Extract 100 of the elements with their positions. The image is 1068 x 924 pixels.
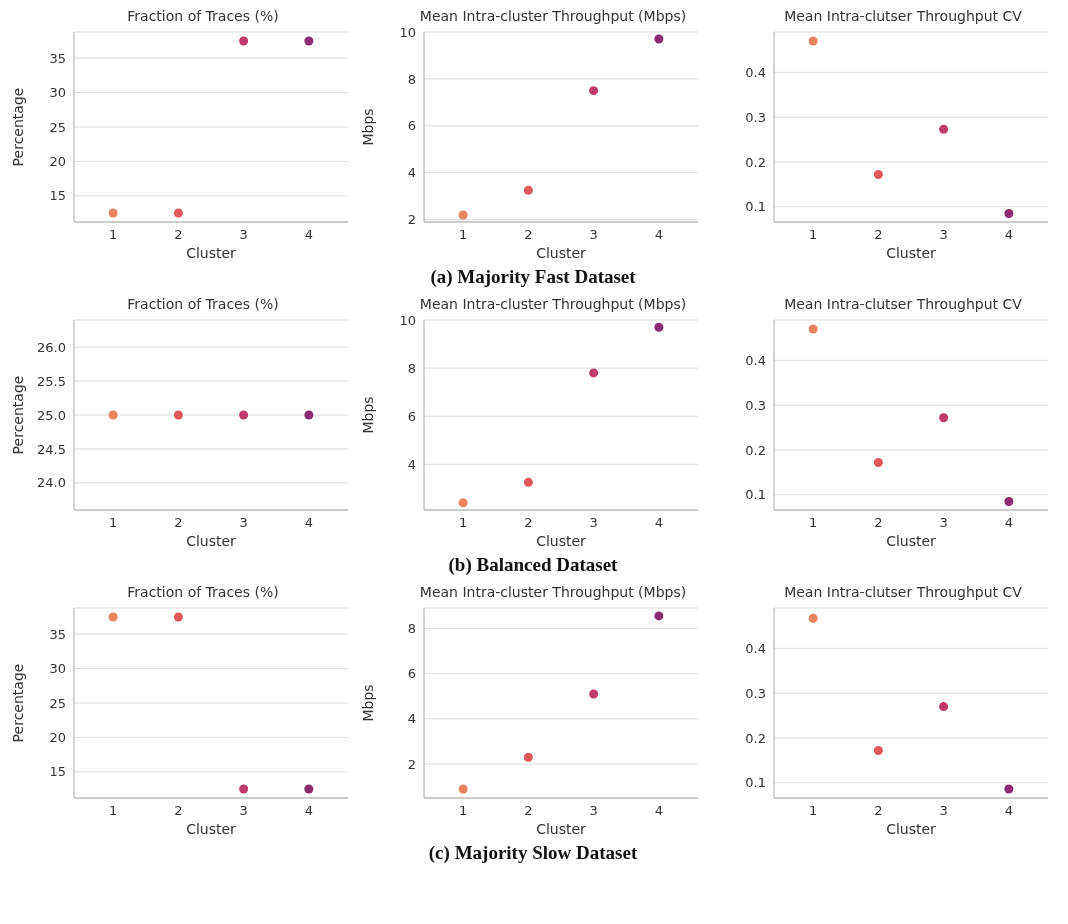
y-tick-label: 0.2 [745,730,766,746]
y-tick-label: 4 [407,711,416,727]
y-tick-label: 2 [407,212,416,228]
point [523,477,533,487]
point [458,210,468,220]
y-tick-label: 10 [399,312,416,328]
y-tick-label: 35 [49,626,66,642]
y-axis-title: Percentage [9,87,26,167]
x-axis-title: Cluster [536,821,587,837]
x-tick-label: 4 [654,227,663,243]
y-tick-label: 0.3 [745,397,766,413]
text: (c) Majority Slow Dataset [427,842,639,865]
point [808,613,818,623]
y-tick-label: 8 [407,620,416,636]
x-tick-label: 4 [304,227,313,243]
x-tick-label: 2 [524,803,533,819]
y-tick-label: 4 [407,456,416,472]
point [1004,208,1014,218]
x-axis-title: Cluster [886,245,937,261]
y-tick-label: 20 [49,154,66,170]
y-tick-label: 25 [49,695,66,711]
x-axis-title: Cluster [536,533,587,549]
point [654,34,664,44]
y-tick-label: 25.5 [37,373,66,389]
x-tick-label: 3 [939,515,948,531]
chart-title: Mean Intra-clutser Throughput CV [783,296,1023,314]
x-tick-label: 3 [939,803,948,819]
point [458,784,468,794]
y-tick-label: 0.1 [745,487,766,503]
y-tick-label: 0.4 [745,352,766,368]
point [873,745,883,756]
y-tick-label: 25 [49,119,66,135]
y-tick-label: 6 [407,408,416,424]
y-tick-label: 30 [49,661,66,677]
x-tick-label: 4 [654,803,663,819]
text: (b) Balanced Dataset [447,554,619,577]
x-tick-label: 1 [809,803,818,819]
point [939,124,949,134]
point [654,322,664,332]
x-tick-label: 4 [1004,803,1013,819]
x-tick-label: 2 [174,515,183,531]
x-tick-label: 1 [109,227,118,243]
x-tick-label: 3 [239,803,248,819]
chart-title: Fraction of Traces (%) [126,8,280,26]
point [589,689,599,699]
x-tick-label: 1 [459,803,468,819]
text: (a) Majority Fast Dataset [429,266,637,289]
x-tick-label: 1 [809,227,818,243]
point [589,86,599,96]
y-tick-label: 0.2 [745,442,766,458]
point [654,611,664,621]
point [523,185,533,195]
x-axis-title: Cluster [886,533,937,549]
point [589,368,599,378]
y-tick-label: 0.2 [745,154,766,170]
point [1004,496,1014,506]
x-tick-label: 3 [939,227,948,243]
point [939,413,949,423]
point [1004,784,1014,794]
y-tick-label: 35 [49,50,66,66]
y-tick-label: 25.0 [37,407,66,423]
y-tick-label: 15 [49,764,66,780]
x-axis-title: Cluster [186,821,237,837]
x-tick-label: 2 [874,227,883,243]
chart-title: Mean Intra-cluster Throughput (Mbps) [418,296,688,314]
x-tick-label: 1 [809,515,818,531]
x-tick-label: 3 [589,803,598,819]
y-tick-label: 10 [399,24,416,40]
x-tick-label: 2 [874,515,883,531]
y-axis-title: Percentage [9,663,26,743]
y-tick-label: 20 [49,730,66,746]
x-tick-label: 2 [174,227,183,243]
point [939,702,949,712]
y-tick-label: 30 [49,85,66,101]
x-tick-label: 4 [654,515,663,531]
point [873,457,883,468]
point [873,169,883,180]
y-axis-title: Mbps [359,108,376,146]
chart-title: Mean Intra-clutser Throughput CV [783,584,1023,602]
chart-title: Mean Intra-cluster Throughput (Mbps) [418,584,688,602]
chart-title: Fraction of Traces (%) [126,296,280,314]
y-tick-label: 26.0 [37,339,66,355]
x-tick-label: 1 [459,515,468,531]
y-tick-label: 6 [407,118,416,134]
point [458,498,468,508]
y-axis-title: Mbps [359,684,376,722]
x-tick-label: 4 [1004,515,1013,531]
x-axis-title: Cluster [536,245,587,261]
x-tick-label: 2 [874,803,883,819]
x-tick-label: 3 [239,227,248,243]
x-tick-label: 4 [304,515,313,531]
y-tick-label: 0.3 [745,685,766,701]
x-tick-label: 4 [1004,227,1013,243]
y-tick-label: 8 [407,71,416,87]
y-tick-label: 24.0 [37,475,66,491]
y-tick-label: 4 [407,165,416,181]
chart-title: Mean Intra-cluster Throughput (Mbps) [418,8,688,26]
x-tick-label: 2 [524,515,533,531]
x-axis-title: Cluster [186,533,237,549]
y-tick-label: 6 [407,666,416,682]
